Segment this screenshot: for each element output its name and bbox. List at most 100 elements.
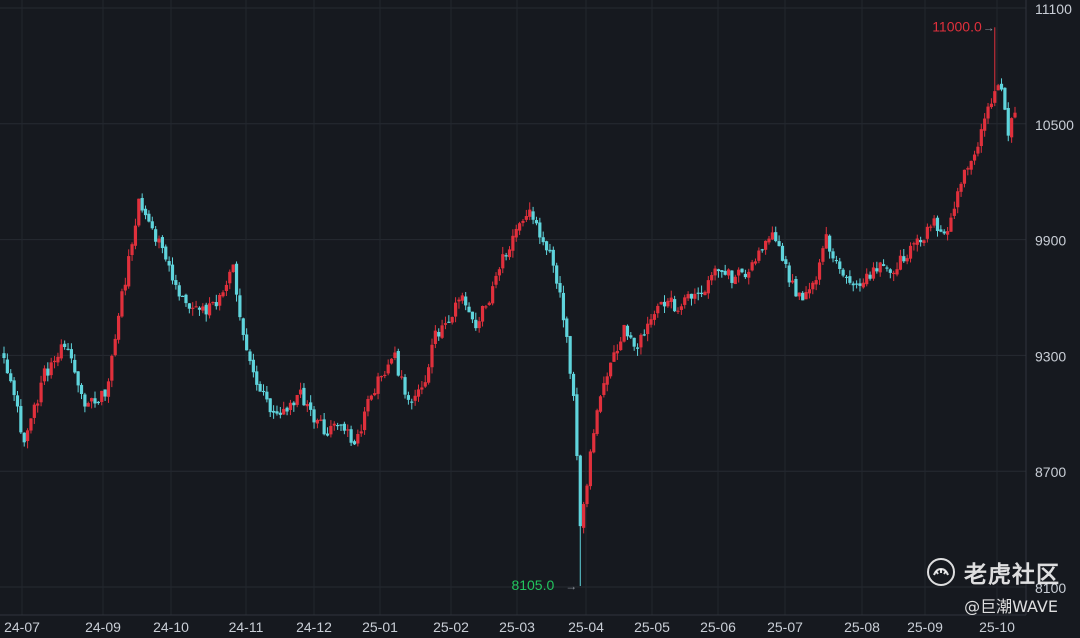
candle-body [326,434,329,436]
candle-body [592,433,595,452]
candle-body [299,390,302,395]
candle-body [868,275,871,279]
candle-body [461,295,464,300]
candle-body [110,356,113,381]
candle-body [778,241,781,246]
candle-body [616,351,619,353]
candle-body [43,368,46,381]
candle-body [93,398,96,403]
candle-body [939,229,942,231]
candle-body [747,272,750,278]
candle-body [525,216,528,220]
candle-body [788,265,791,282]
candle-body [639,335,642,348]
candle-body [198,308,201,310]
candle-body [633,338,636,347]
candle-body [548,250,551,252]
candle-body [831,251,834,258]
candle-body [619,342,622,350]
candle-body [862,283,865,288]
candle-body [663,302,666,306]
candle-body [902,256,905,261]
candle-body [542,237,545,242]
candle-body [208,303,211,315]
candle-body [100,391,103,402]
candle-body [252,360,255,373]
candle-body [296,395,299,405]
candle-body [983,119,986,131]
candle-body [986,107,989,119]
candle-body [144,209,147,215]
candle-body [26,430,29,441]
candle-body [882,264,885,266]
candle-body [596,410,599,434]
candle-body [282,409,285,415]
candle-body [585,486,588,504]
candle-body [751,262,754,270]
x-tick-label: 25-03 [499,619,535,633]
candle-body [387,365,390,374]
candle-body [63,344,66,347]
candle-body [130,244,133,255]
candle-body [602,383,605,395]
candle-body [511,236,514,251]
candle-body [858,283,861,286]
candle-body [798,293,801,297]
candle-body [774,232,777,241]
candle-body [626,326,629,337]
candle-body [724,271,727,275]
candle-body [933,218,936,225]
candle-body [697,293,700,294]
candle-body [323,419,326,434]
candle-body [818,262,821,279]
candle-body [1003,88,1006,110]
candle-body [269,398,272,412]
candle-body [255,371,258,385]
candle-body [343,424,346,431]
candle-body [262,391,265,392]
candle-body [670,298,673,302]
candle-body [238,295,241,317]
candle-body [292,403,295,406]
plot-background [0,0,1026,615]
candle-body [825,234,828,248]
candle-body [949,218,952,232]
candle-body [488,303,491,305]
candle-body [454,303,457,317]
candle-body [201,306,204,310]
x-tick-label: 25-04 [568,619,604,633]
candle-body [478,321,481,328]
candle-body [936,218,939,231]
candle-body [879,262,882,272]
candle-body [161,237,164,248]
candle-body [151,221,154,228]
candle-body [899,256,902,270]
candle-body [484,306,487,307]
candle-body [683,297,686,305]
candle-body [943,231,946,233]
candle-body [609,363,612,377]
candle-body [353,441,356,444]
candle-body [730,271,733,283]
candle-body [494,276,497,285]
candle-body [912,243,915,244]
candle-body [316,420,319,424]
candle-body [956,191,959,207]
candle-body [575,394,578,456]
candle-body [400,376,403,377]
x-tick-label: 25-05 [634,619,670,633]
candle-body [515,229,518,238]
candle-body [46,369,49,376]
x-tick-label: 25-09 [907,619,943,633]
candle-body [976,147,979,154]
candle-body [562,293,565,320]
candle-body [80,385,83,394]
x-tick-label: 24-09 [85,619,121,633]
candle-body [808,289,811,293]
x-tick-label: 25-01 [362,619,398,633]
candle-body [50,362,53,375]
candle-body [676,311,679,312]
candle-body [990,104,993,107]
candle-body [363,412,366,431]
